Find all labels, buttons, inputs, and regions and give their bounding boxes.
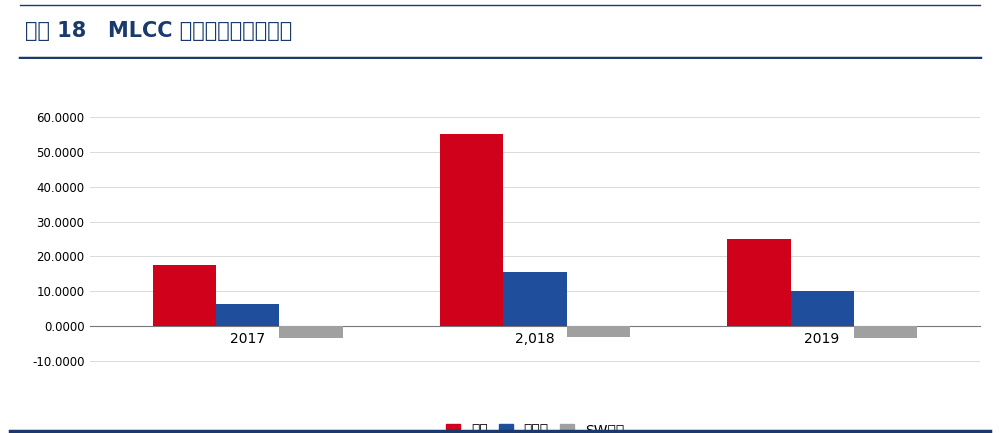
Bar — [791, 291, 854, 326]
Bar — [727, 239, 791, 326]
Bar — [279, 326, 343, 339]
Bar — [153, 265, 216, 326]
Text: 图表 18   MLCC 代表公司自由现金流: 图表 18 MLCC 代表公司自由现金流 — [25, 21, 292, 41]
Bar — [440, 135, 503, 326]
Legend: 国巨, 华新科, SW电子: 国巨, 华新科, SW电子 — [440, 418, 630, 433]
Bar — [503, 272, 567, 326]
Bar — [567, 326, 630, 337]
Bar — [216, 304, 279, 326]
Bar — [854, 326, 917, 339]
